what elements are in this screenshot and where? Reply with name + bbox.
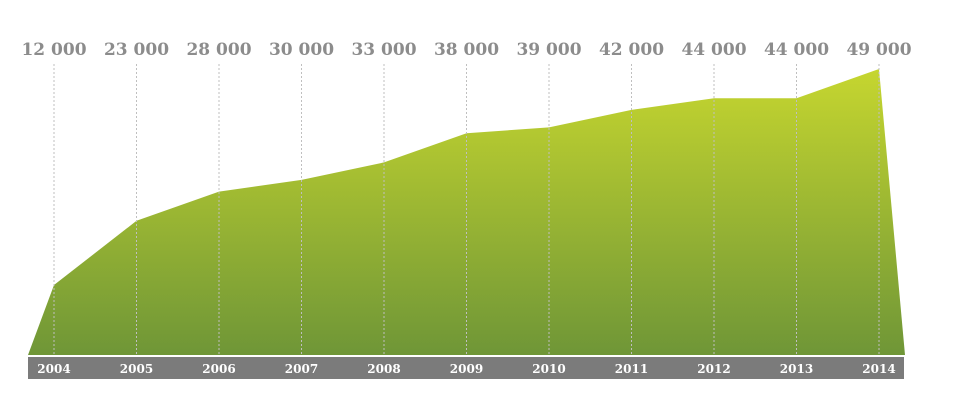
x-tick-label: 2011 <box>615 362 648 376</box>
x-axis-band <box>28 357 904 379</box>
x-tick-label: 2005 <box>120 362 153 376</box>
x-tick-label: 2009 <box>450 362 483 376</box>
data-label: 33 000 <box>351 40 416 60</box>
x-tick-label: 2013 <box>780 362 813 376</box>
data-label: 42 000 <box>599 40 664 60</box>
data-label: 12 000 <box>21 40 86 60</box>
grid-layer <box>53 64 880 355</box>
data-label: 23 000 <box>104 40 169 60</box>
data-label: 44 000 <box>681 40 746 60</box>
x-tick-label: 2012 <box>697 362 730 376</box>
x-tick-label: 2014 <box>862 362 895 376</box>
x-tick-label: 2006 <box>202 362 235 376</box>
data-label: 49 000 <box>846 40 911 60</box>
x-tick-label: 2010 <box>532 362 565 376</box>
x-tick-label: 2004 <box>37 362 70 376</box>
data-label: 28 000 <box>186 40 251 60</box>
x-tick-label: 2007 <box>285 362 318 376</box>
data-label: 44 000 <box>764 40 829 60</box>
x-axis: 2004 2005 2006 2007 2008 2009 2010 2011 2012 2013… <box>28 357 904 379</box>
data-label: 38 000 <box>434 40 499 60</box>
x-tick-label: 2008 <box>367 362 400 376</box>
data-label: 39 000 <box>516 40 581 60</box>
value-labels: 12 000 23 000 28 000 30 000 33 000 38 000 39 0… <box>21 40 911 60</box>
data-label: 30 000 <box>269 40 334 60</box>
